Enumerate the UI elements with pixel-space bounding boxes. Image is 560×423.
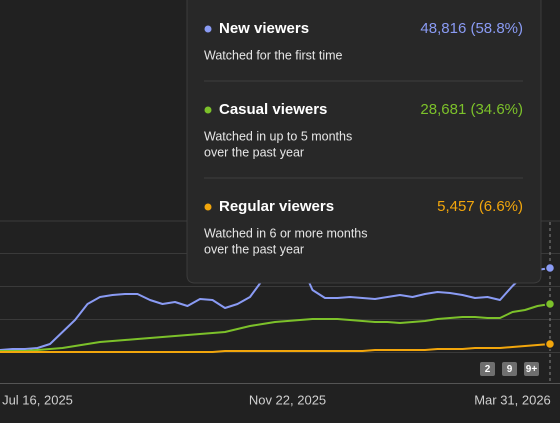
tooltip-box [186,0,542,284]
badges: 2 9 9+ [480,362,539,376]
legend-description: over the past year [204,145,304,159]
legend-name: Casual viewers [219,101,327,118]
plot [0,257,556,353]
legend-summary: 48,816 (58.8%) [420,20,523,37]
legend-summary: 5,457 (6.6%) [437,198,523,215]
legend-description: Watched for the first time [204,48,343,62]
badge[interactable] [502,362,517,376]
legend-dot [204,25,212,33]
series-line [0,343,551,353]
badge[interactable] [480,362,495,376]
legend-name: Regular viewers [219,198,334,215]
badge[interactable] [524,362,539,376]
x-tick-label: Jul 16, 2025 [2,392,73,407]
legend-dot [204,106,212,114]
end-point [544,262,556,274]
x-tick-label: Nov 22, 2025 [249,392,326,407]
series-line [0,303,551,352]
legend-summary: 28,681 (34.6%) [420,101,523,118]
legend-name: New viewers [219,20,309,37]
badge-label: 9 [507,364,513,375]
legend-description: over the past year [204,242,304,256]
badge-label: 2 [485,364,491,375]
x-tick-label: Mar 31, 2026 [474,392,551,407]
end-point [544,338,556,350]
legend-description: Watched in up to 5 months [204,129,352,143]
end-point [544,298,556,310]
legend-dot [204,203,212,211]
tooltip: New viewers 48,816 (58.8%) Watched for the… [186,0,542,284]
badge-label: 9+ [526,364,538,375]
legend-description: Watched in 6 or more months [204,226,368,240]
